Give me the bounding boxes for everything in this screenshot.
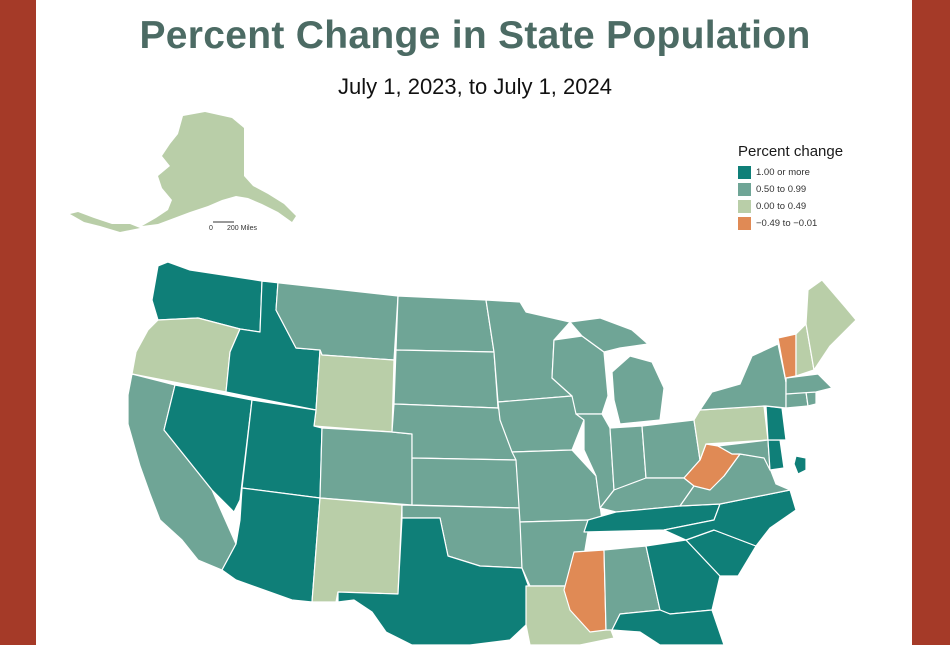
map-title: Percent Change in State Population xyxy=(139,14,811,57)
state-UT xyxy=(241,399,323,499)
state-VT xyxy=(777,333,797,383)
legend-swatch xyxy=(738,216,751,230)
alaska-inset: 0 200 Miles xyxy=(70,112,296,232)
state-MI xyxy=(611,355,665,425)
state-RI xyxy=(805,391,817,407)
state-WY xyxy=(313,349,395,433)
state-ND xyxy=(395,295,495,353)
map-subtitle: July 1, 2023, to July 1, 2024 xyxy=(338,74,612,99)
state-AK xyxy=(142,112,296,226)
state-ME xyxy=(805,279,857,371)
legend-item: −0.49 to −0.01 xyxy=(738,215,878,231)
state-KS xyxy=(411,457,521,509)
legend-item: 1.00 or more xyxy=(738,164,878,180)
legend-label: 1.00 or more xyxy=(756,166,810,178)
left-frame-border xyxy=(0,0,36,645)
right-frame-border xyxy=(912,0,950,645)
contiguous-states xyxy=(127,261,857,645)
legend-swatch xyxy=(738,182,751,196)
state-MA xyxy=(785,373,833,395)
state-IA xyxy=(497,395,585,453)
state-FL xyxy=(611,609,725,645)
state-TX xyxy=(337,517,531,645)
legend-label: 0.50 to 0.99 xyxy=(756,183,807,195)
state-NC xyxy=(663,489,797,547)
legend-label: 0.00 to 0.49 xyxy=(756,200,807,212)
state-NJ xyxy=(765,405,787,441)
state-CT xyxy=(785,391,809,409)
scalebar-end: 200 Miles xyxy=(227,225,257,232)
state-MI-upper xyxy=(569,317,649,353)
scalebar-start: 0 xyxy=(209,225,213,232)
legend-label: −0.49 to −0.01 xyxy=(756,217,818,229)
state-NM xyxy=(311,497,403,603)
legend-item: 0.00 to 0.49 xyxy=(738,198,878,214)
legend-swatch xyxy=(738,199,751,213)
legend-title: Percent change xyxy=(738,143,844,160)
legend-swatch xyxy=(738,165,751,179)
state-DE xyxy=(767,439,785,471)
legend: Percent change 1.00 or more 0.50 to 0.99… xyxy=(738,143,878,231)
state-CO xyxy=(319,427,413,506)
legend-item: 0.50 to 0.99 xyxy=(738,181,878,197)
state-AK-islands xyxy=(70,212,140,232)
state-NY xyxy=(699,343,787,411)
state-DC xyxy=(793,455,807,475)
state-SD xyxy=(393,349,499,409)
